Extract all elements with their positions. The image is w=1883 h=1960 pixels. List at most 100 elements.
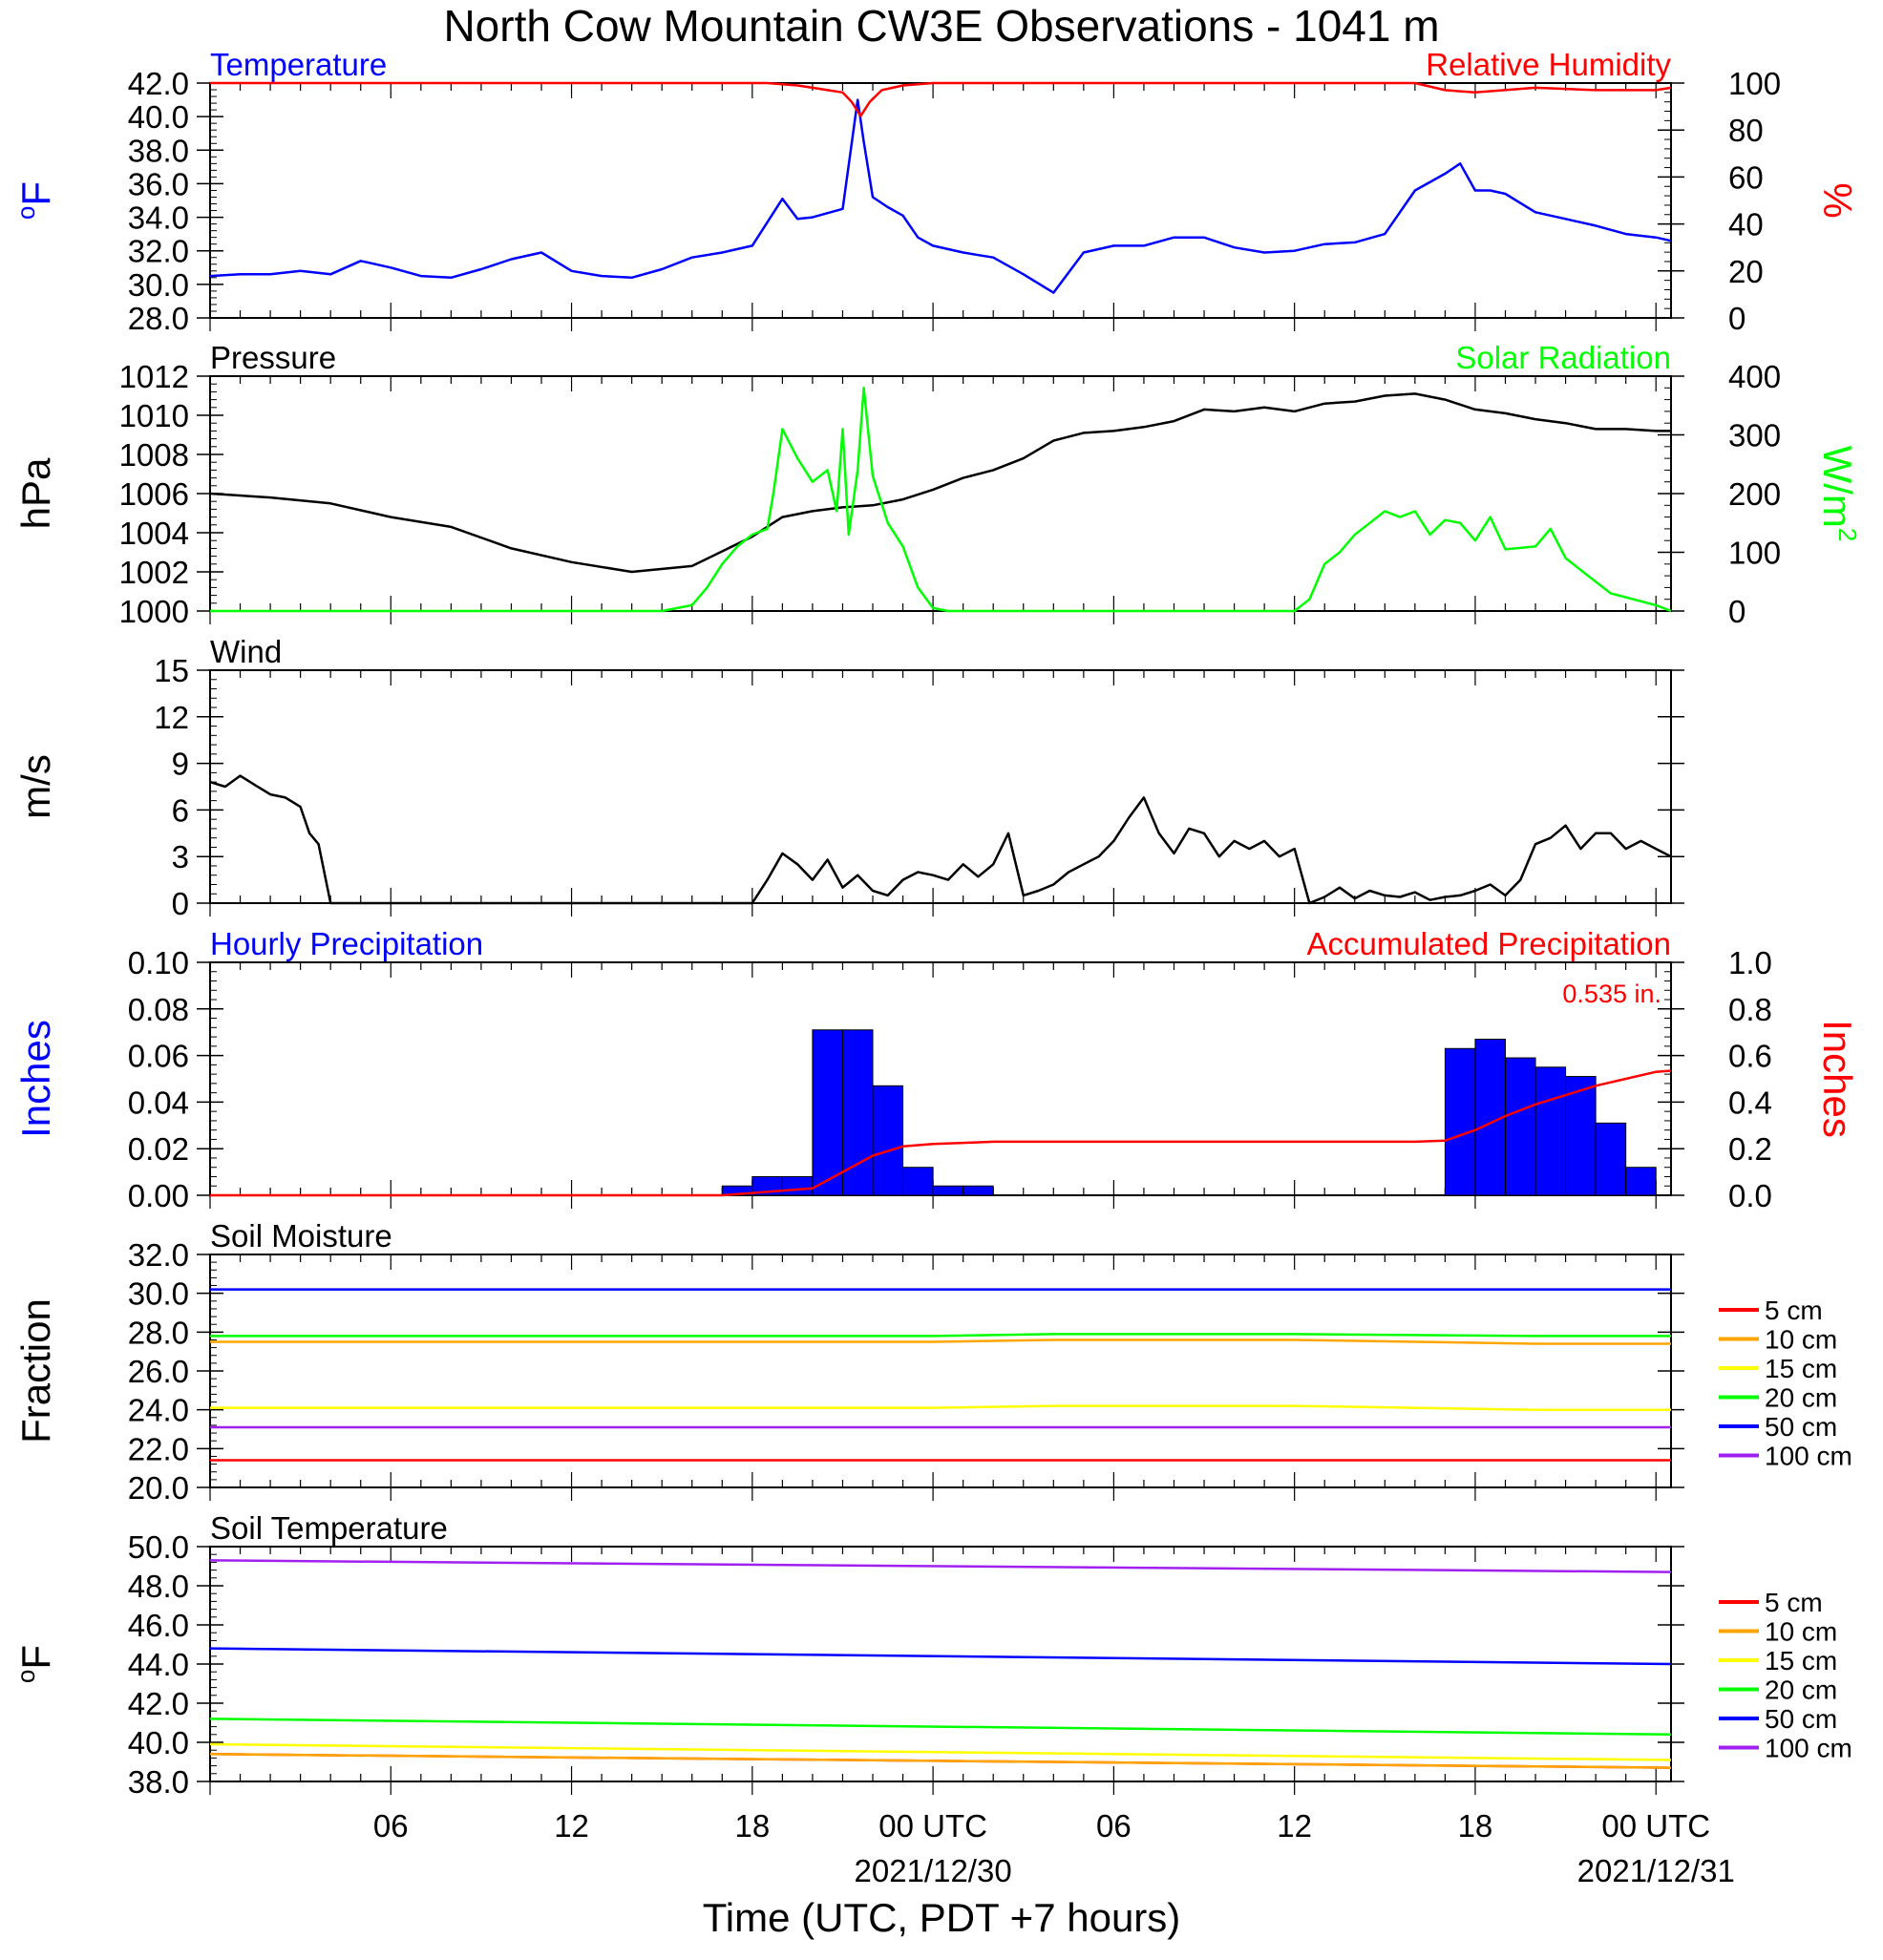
x-tick-label: 18 — [734, 1808, 770, 1844]
series-line — [209, 1647, 1672, 1666]
panel-title: Soil Temperature — [210, 1510, 448, 1546]
y-tick-label: 1012 — [119, 359, 189, 394]
x-tick-label: 00 UTC — [1601, 1808, 1710, 1844]
y-tick-label: 22.0 — [128, 1431, 189, 1466]
y-tick-label: 42.0 — [128, 1686, 189, 1721]
y-axis-label: oF — [11, 1645, 58, 1683]
panel-title: Wind — [210, 634, 282, 669]
y-tick-label: 26.0 — [128, 1354, 189, 1389]
panel-title-right: Accumulated Precipitation — [1306, 926, 1671, 961]
legend-label: 10 cm — [1765, 1617, 1837, 1647]
panel-title-right: Relative Humidity — [1426, 47, 1671, 82]
series-line — [210, 1404, 1671, 1411]
degree-superscript: o — [11, 206, 40, 220]
legend-label: 100 cm — [1765, 1734, 1852, 1763]
unit-letter: F — [13, 1645, 58, 1670]
panel-title: Hourly Precipitation — [210, 926, 483, 961]
series-line — [210, 1069, 1672, 1197]
precip-bar — [872, 1085, 904, 1196]
x-tick-label: 06 — [373, 1808, 409, 1844]
y-right-tick-label: 1.0 — [1728, 945, 1772, 980]
precip-bar — [1625, 1167, 1657, 1196]
series-line — [209, 392, 1671, 574]
y-tick-label: 0 — [172, 886, 189, 921]
series-line — [209, 1753, 1672, 1769]
series-line — [210, 81, 1672, 117]
y-right-tick-label: 0.8 — [1728, 992, 1772, 1027]
y-tick-label: 0.04 — [128, 1085, 189, 1120]
precip-bar — [1444, 1047, 1476, 1196]
y-right-tick-label: 0 — [1728, 594, 1745, 629]
series-line — [210, 1333, 1671, 1338]
y-tick-label: 9 — [172, 747, 189, 782]
y-tick-label: 0.06 — [128, 1039, 189, 1074]
y-tick-label: 0.02 — [128, 1131, 189, 1167]
y-right-tick-label: 0.0 — [1728, 1178, 1772, 1213]
y-right-tick-label: 300 — [1728, 418, 1781, 453]
x-date-label: 2021/12/30 — [855, 1853, 1012, 1888]
panel-title-right: Solar Radiation — [1455, 340, 1671, 375]
y-tick-label: 0.10 — [128, 945, 189, 980]
y-tick-label: 1008 — [119, 437, 189, 473]
y-right-tick-label: 40 — [1728, 207, 1764, 242]
y-tick-label: 1006 — [119, 476, 189, 512]
y-tick-label: 12 — [154, 700, 189, 735]
y-right-tick-label: 0.2 — [1728, 1131, 1772, 1167]
precip-bar — [963, 1185, 994, 1196]
y-right-tick-label: 80 — [1728, 113, 1764, 148]
y-tick-label: 30.0 — [128, 1276, 189, 1312]
legend-label: 10 cm — [1765, 1325, 1837, 1355]
y-axis-label: Fraction — [13, 1298, 58, 1444]
y-right-tick-label: 100 — [1728, 536, 1781, 571]
precip-bar — [902, 1167, 934, 1196]
series-line — [209, 1718, 1672, 1737]
legend-label: 20 cm — [1765, 1383, 1837, 1413]
y-tick-label: 40.0 — [128, 1725, 189, 1760]
y-tick-label: 32.0 — [128, 1237, 189, 1273]
unit-text: W/m — [1815, 446, 1860, 528]
y-axis-label: m/s — [13, 754, 58, 819]
y-right-tick-label: 200 — [1728, 476, 1781, 512]
legend-label: 5 cm — [1765, 1588, 1823, 1617]
panel-3: 0 3 6 9 12 15 Wind m/s — [13, 634, 1684, 921]
y-right-tick-label: 400 — [1728, 359, 1781, 394]
series-line — [210, 387, 1672, 613]
panel-1: 28.030.032.034.036.038.040.042.0 0 20 40 60 8… — [11, 47, 1860, 336]
y-tick-label: 1002 — [119, 555, 189, 590]
series-line — [209, 1559, 1672, 1573]
y-tick-label: 1000 — [119, 594, 189, 629]
panel-title: Pressure — [210, 340, 336, 375]
y-tick-label: 40.0 — [128, 99, 189, 135]
y-tick-label: 46.0 — [128, 1608, 189, 1643]
panel-4: 0.00 0.02 0.04 0.06 0.08 0.10 0.0 0.2 0.4 0.6 0.8 1… — [13, 926, 1860, 1213]
y-tick-label: 28.0 — [128, 301, 189, 336]
panel-title: Temperature — [210, 47, 387, 82]
precip-bar — [812, 1029, 843, 1196]
precip-bar — [841, 1029, 874, 1196]
x-tick-label: 12 — [554, 1808, 589, 1844]
y-right-tick-label: 100 — [1728, 66, 1781, 101]
x-tick-label: 18 — [1458, 1808, 1493, 1844]
precip-bar — [932, 1185, 964, 1196]
plot-frame — [209, 669, 1672, 904]
precip-bar — [781, 1175, 814, 1196]
y-tick-label: 0.00 — [128, 1178, 189, 1213]
unit-exponent: 2 — [1833, 528, 1862, 541]
precip-bar — [1504, 1057, 1536, 1196]
precip-bar — [1595, 1122, 1627, 1196]
precip-bar — [1534, 1066, 1567, 1196]
y-tick-label: 38.0 — [128, 133, 189, 168]
legend-label: 50 cm — [1765, 1412, 1837, 1442]
y-tick-label: 20.0 — [128, 1470, 189, 1506]
plot-frame — [209, 375, 1672, 612]
y-right-tick-label: 0.4 — [1728, 1085, 1772, 1120]
y-right-tick-label: 60 — [1728, 159, 1764, 195]
page-title: North Cow Mountain CW3E Observations - 1… — [443, 1, 1440, 51]
y-tick-label: 32.0 — [128, 234, 189, 269]
legend-label: 5 cm — [1765, 1296, 1823, 1325]
y-axis-label: hPa — [13, 457, 58, 529]
x-tick-label: 00 UTC — [878, 1808, 987, 1844]
x-date-label: 2021/12/31 — [1577, 1853, 1735, 1888]
y-right-axis-label: Inches — [1815, 1020, 1860, 1138]
